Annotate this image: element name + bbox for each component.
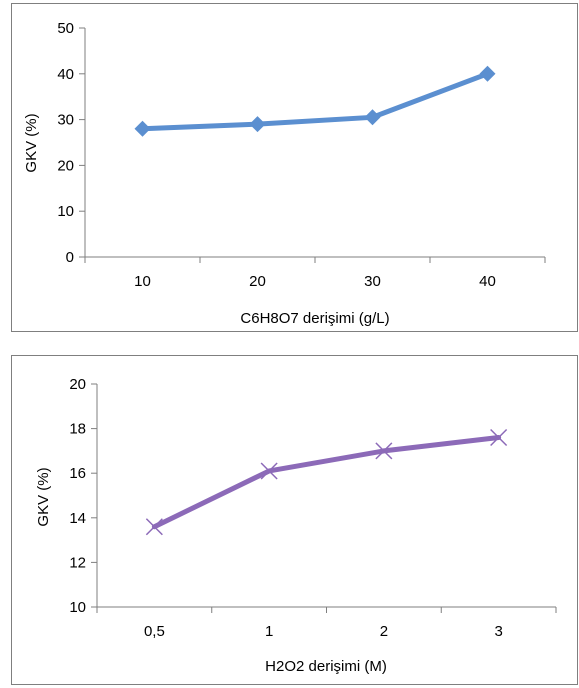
chart-1-svg: GKV (%) C6H8O7 derişimi (g/L) 0 10 20 30 40 5… bbox=[23, 20, 546, 327]
chart-1-y-tick-label: 10 bbox=[57, 203, 74, 220]
chart-2-ylabel: GKV (%) bbox=[35, 467, 52, 526]
chart-2-y-tick-label: 14 bbox=[69, 510, 86, 527]
chart-2-x-tick-label: 0,5 bbox=[144, 623, 165, 640]
chart-1-series-line bbox=[140, 71, 490, 132]
chart-2-point bbox=[260, 462, 278, 480]
chart-2-y-tick-label: 10 bbox=[69, 599, 86, 616]
chart-2-xlabel: H2O2 derişimi (M) bbox=[265, 658, 387, 675]
chart-1-x-tick-label: 20 bbox=[249, 273, 266, 290]
chart-panel-1: GKV (%) C6H8O7 derişimi (g/L) 0 10 20 30 40 5… bbox=[11, 3, 578, 332]
chart-1-point bbox=[249, 116, 266, 133]
chart-2-y-tick-label: 20 bbox=[69, 376, 86, 393]
chart-panel-2: GKV (%) H2O2 derişimi (M) 10 12 14 16 18 20 0,… bbox=[11, 355, 578, 685]
chart-1-y-tick-label: 40 bbox=[57, 66, 74, 83]
chart-2-y-tick-label: 16 bbox=[69, 465, 86, 482]
chart-1-point bbox=[134, 120, 151, 137]
chart-2-x-tick-label: 1 bbox=[265, 623, 273, 640]
chart-2-y-tick-label: 18 bbox=[69, 421, 86, 438]
chart-1-x-tick-label: 30 bbox=[364, 273, 381, 290]
chart-1-ylabel: GKV (%) bbox=[23, 113, 40, 172]
chart-2-x-tick-label: 2 bbox=[380, 623, 388, 640]
chart-2-point bbox=[490, 428, 508, 447]
chart-2-point bbox=[375, 442, 393, 460]
chart-1-point bbox=[479, 65, 496, 82]
chart-1-x-tick-label: 10 bbox=[134, 273, 151, 290]
chart-1-x-tick-label: 40 bbox=[479, 273, 496, 290]
chart-1-y-tick-label: 20 bbox=[57, 157, 74, 174]
chart-2-series-line bbox=[151, 435, 502, 530]
chart-1-xlabel: C6H8O7 derişimi (g/L) bbox=[240, 310, 389, 327]
chart-1-y-tick-label: 0 bbox=[66, 249, 74, 266]
chart-1-y-tick-label: 30 bbox=[57, 112, 74, 129]
chart-2-y-tick-label: 12 bbox=[69, 554, 86, 571]
chart-1-point bbox=[364, 109, 381, 126]
chart-2-svg: GKV (%) H2O2 derişimi (M) 1012141618200,… bbox=[35, 376, 557, 675]
chart-1-y-tick-label: 50 bbox=[57, 20, 74, 37]
chart-2-point bbox=[145, 518, 163, 536]
chart-2-x-tick-label: 3 bbox=[494, 623, 502, 640]
